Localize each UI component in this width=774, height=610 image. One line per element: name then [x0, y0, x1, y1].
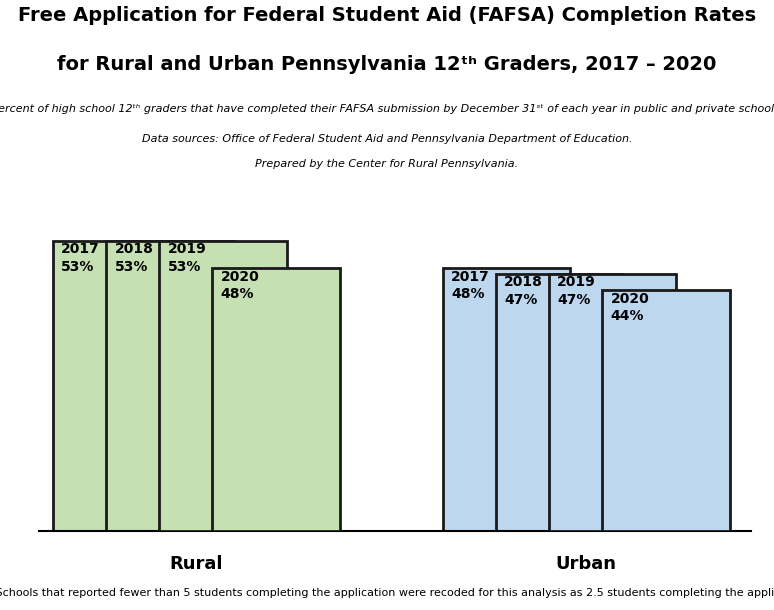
Text: Urban: Urban	[556, 555, 617, 573]
Text: Data sources: Office of Federal Student Aid and Pennsylvania Department of Educa: Data sources: Office of Federal Student …	[142, 134, 632, 144]
Text: Note: Schools that reported fewer than 5 students completing the application wer: Note: Schools that reported fewer than 5…	[0, 588, 774, 598]
Bar	[602, 290, 730, 531]
Text: (Percent of high school 12ᵗʰ graders that have completed their FAFSA submission : (Percent of high school 12ᵗʰ graders tha…	[0, 104, 774, 113]
Text: 2020
48%: 2020 48%	[221, 270, 259, 301]
Bar	[443, 268, 570, 531]
Text: for Rural and Urban Pennsylvania 12ᵗʰ Graders, 2017 – 2020: for Rural and Urban Pennsylvania 12ᵗʰ Gr…	[57, 55, 717, 74]
Text: 2019
47%: 2019 47%	[557, 275, 596, 307]
Text: 2018
53%: 2018 53%	[115, 243, 153, 274]
Bar	[106, 241, 234, 531]
Bar	[212, 268, 340, 531]
Text: Rural: Rural	[170, 555, 223, 573]
Text: Prepared by the Center for Rural Pennsylvania.: Prepared by the Center for Rural Pennsyl…	[255, 159, 519, 168]
Bar	[53, 241, 180, 531]
Text: 2020
44%: 2020 44%	[611, 292, 649, 323]
Bar	[159, 241, 286, 531]
Text: 2018
47%: 2018 47%	[504, 275, 543, 307]
Bar	[549, 274, 676, 531]
Text: 2017
53%: 2017 53%	[61, 243, 100, 274]
Text: 2017
48%: 2017 48%	[451, 270, 490, 301]
Text: 2019
53%: 2019 53%	[168, 243, 207, 274]
Text: Free Application for Federal Student Aid (FAFSA) Completion Rates: Free Application for Federal Student Aid…	[18, 6, 756, 25]
Bar	[495, 274, 623, 531]
